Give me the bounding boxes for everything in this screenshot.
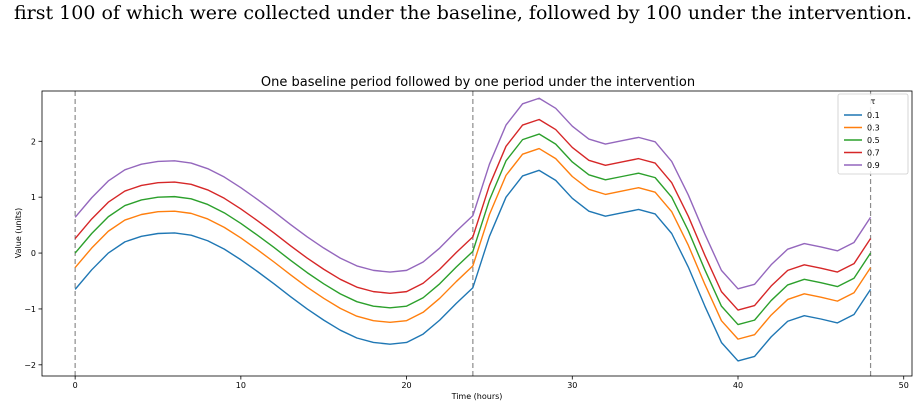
series-layer — [74, 97, 872, 362]
legend-label-0.1: 0.1 — [867, 111, 880, 120]
y-tick-label: −1 — [24, 305, 36, 314]
legend-label-0.3: 0.3 — [867, 124, 880, 133]
series-line-0.9 — [74, 97, 872, 290]
series-line-0.1 — [74, 169, 872, 362]
series-line-0.5 — [74, 133, 872, 326]
y-tick-label: −2 — [24, 361, 36, 370]
y-tick-label: 0 — [31, 249, 36, 258]
x-tick-label: 50 — [899, 381, 909, 390]
caption-text: first 100 of which were collected under … — [14, 2, 913, 24]
y-tick-label: 2 — [31, 137, 36, 146]
caption: first 100 of which were collected under … — [0, 0, 917, 36]
x-ticks: 0 10 20 30 40 50 — [73, 376, 909, 390]
legend-title: τ — [871, 97, 876, 106]
line-chart: One baseline period followed by one peri… — [14, 75, 913, 401]
legend: τ 0.1 0.3 0.5 0.7 0.9 — [837, 93, 909, 175]
vlines-layer — [74, 91, 872, 376]
legend-label-0.7: 0.7 — [867, 149, 880, 158]
series-line-0.3 — [74, 147, 872, 340]
plot-frame — [41, 90, 913, 377]
legend-label-0.5: 0.5 — [867, 136, 880, 145]
legend-box — [837, 93, 909, 175]
x-tick-label: 0 — [73, 381, 78, 390]
chart-title: One baseline period followed by one peri… — [261, 75, 695, 90]
x-axis-label: Time (hours) — [451, 392, 503, 401]
series-line-0.7 — [74, 118, 872, 311]
y-axis-label: Value (units) — [14, 208, 23, 258]
legend-items: 0.1 0.3 0.5 0.7 0.9 — [844, 111, 880, 170]
x-tick-label: 30 — [567, 381, 577, 390]
legend-label-0.9: 0.9 — [867, 161, 880, 170]
y-tick-label: 1 — [31, 193, 36, 202]
x-tick-label: 40 — [733, 381, 743, 390]
y-ticks: −2 −1 0 1 2 — [24, 137, 42, 370]
x-tick-label: 20 — [401, 381, 411, 390]
x-tick-label: 10 — [236, 381, 246, 390]
